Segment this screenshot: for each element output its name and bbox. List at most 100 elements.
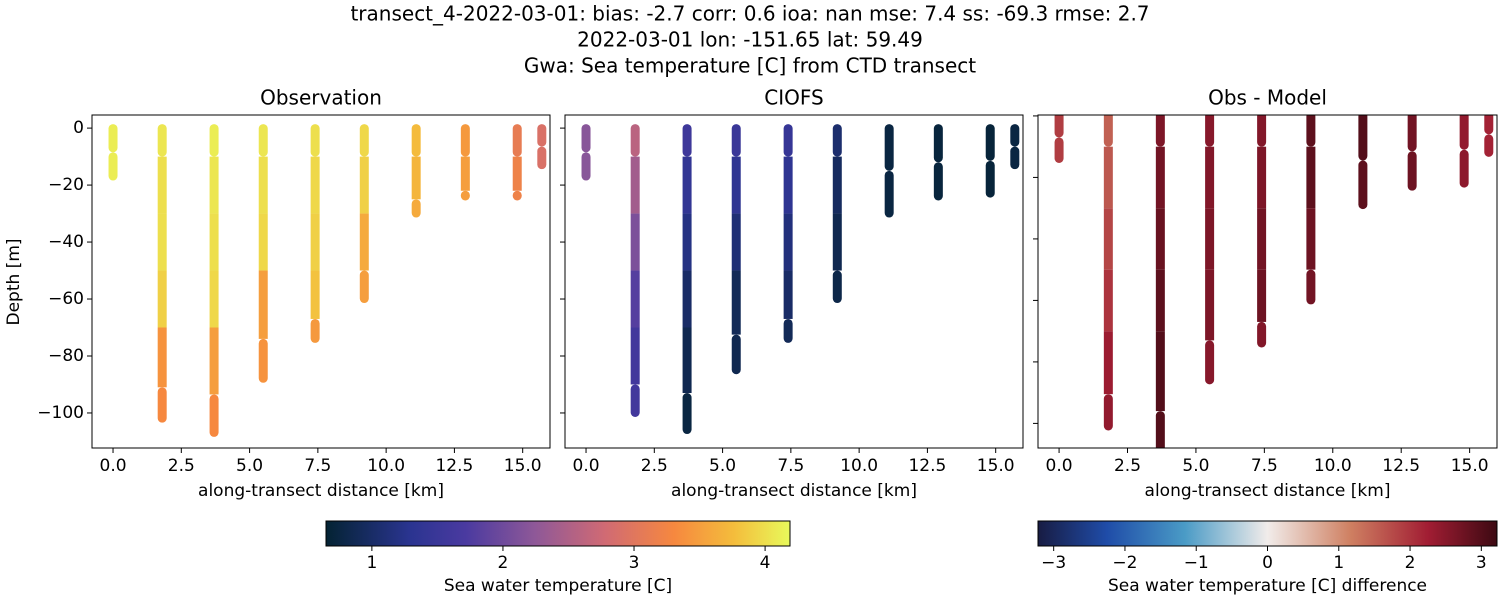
x-tick-label: 2.5 [1114, 456, 1141, 476]
cast-segment [783, 124, 793, 157]
cast-segment [411, 156, 421, 200]
y-axis-label: Depth [m] [4, 238, 24, 325]
cast-segment [157, 124, 167, 157]
cast-segment [108, 152, 118, 181]
colorbar-tick-label: 4 [760, 553, 771, 573]
cast-segment [359, 270, 369, 304]
cast-segment [460, 156, 470, 191]
cast-segment [1459, 115, 1469, 150]
cast-segment [1358, 115, 1368, 161]
cast-segment [157, 156, 167, 214]
cast-segment [209, 213, 219, 271]
cast-segment [832, 156, 842, 214]
cast-segment [258, 270, 268, 339]
cast-segment [512, 156, 522, 191]
x-tick-label: 0.0 [1046, 456, 1073, 476]
x-tick-label: 15.0 [504, 456, 542, 476]
cast-segment [512, 124, 522, 157]
cast-segment [310, 156, 320, 214]
x-tick-label: 12.5 [908, 456, 946, 476]
cast-segment [310, 213, 320, 271]
x-tick-label: 7.5 [777, 456, 804, 476]
cast-segment [581, 152, 591, 181]
axes-frame [564, 114, 1024, 449]
cast-segment [1306, 146, 1316, 209]
cast-segment [1257, 146, 1267, 209]
colorbar-tick-label: −2 [1112, 553, 1137, 573]
y-tick-label: −100 [37, 403, 84, 423]
panel-title: CIOFS [764, 86, 823, 110]
cast-segment [731, 213, 741, 271]
x-tick-label: 5.0 [709, 456, 736, 476]
cast-segment [1205, 269, 1215, 341]
cast-segment [1103, 269, 1113, 332]
cast-segment [359, 213, 369, 271]
cast-segment [985, 160, 995, 198]
cast-segment [258, 338, 268, 383]
x-tick-label: 7.5 [1251, 456, 1278, 476]
cast-segment [411, 199, 421, 218]
cast-segment [258, 213, 268, 271]
colorbar-tick-label: 3 [1476, 553, 1487, 573]
colorbar-tick-label: 3 [629, 553, 640, 573]
suptitle: transect_4-2022-03-01: bias: -2.7 corr: … [350, 2, 1149, 26]
cast-segment [1155, 411, 1165, 448]
cast-segment [884, 124, 894, 171]
x-tick-label: 12.5 [435, 456, 473, 476]
x-axis-label: along-transect distance [km] [1145, 481, 1391, 501]
cast-segment [209, 327, 219, 395]
cast-segment [1257, 208, 1267, 270]
x-tick-label: 5.0 [1182, 456, 1209, 476]
cast-segment [537, 146, 547, 170]
cast-segment [731, 156, 741, 214]
cast-segment [581, 124, 591, 153]
cast-segment [310, 270, 320, 319]
axes-frame [91, 114, 551, 449]
cast-segment [512, 190, 522, 201]
cast-segment [1484, 134, 1494, 157]
x-axis-label: along-transect distance [km] [671, 481, 917, 501]
y-tick-label: 0 [73, 118, 84, 138]
x-tick-label: 12.5 [1382, 456, 1420, 476]
cast-segment [630, 124, 640, 157]
cast-segment [682, 270, 692, 328]
cast-segment [411, 124, 421, 157]
casts [1054, 115, 1494, 448]
cast-segment [1484, 115, 1494, 135]
panel-title: Observation [260, 86, 382, 110]
cast-segment [1103, 394, 1113, 431]
cast-segment [630, 327, 640, 385]
cast-segment [1103, 208, 1113, 270]
cast-segment [933, 162, 943, 201]
cast-segment [460, 124, 470, 157]
cast-segment [1054, 115, 1064, 138]
cast-segment [157, 387, 167, 423]
cast-segment [682, 156, 692, 214]
cast-segment [783, 156, 793, 214]
colorbar-tick-label: 0 [1262, 553, 1273, 573]
cast-segment [258, 156, 268, 214]
colorbar-tick-label: −3 [1041, 553, 1066, 573]
y-tick-label: −60 [48, 289, 84, 309]
cast-segment [1459, 149, 1469, 188]
cast-segment [832, 270, 842, 304]
cast-segment [1103, 115, 1113, 147]
cast-segment [783, 270, 793, 319]
cast-segment [157, 213, 167, 271]
cast-segment [630, 156, 640, 214]
cast-segment [1257, 115, 1267, 147]
cast-segment [1306, 115, 1316, 147]
x-tick-label: 10.0 [840, 456, 878, 476]
x-tick-label: 15.0 [977, 456, 1015, 476]
cast-segment [1205, 208, 1215, 270]
cast-segment [832, 213, 842, 271]
colorbar-tick-label: 2 [1405, 553, 1416, 573]
colorbar [325, 520, 791, 547]
cast-segment [1205, 340, 1215, 385]
casts [581, 124, 1020, 435]
colorbar-tick-label: 1 [1333, 553, 1344, 573]
cast-segment [1205, 146, 1215, 209]
cast-segment [682, 393, 692, 435]
x-tick-label: 0.0 [100, 456, 127, 476]
